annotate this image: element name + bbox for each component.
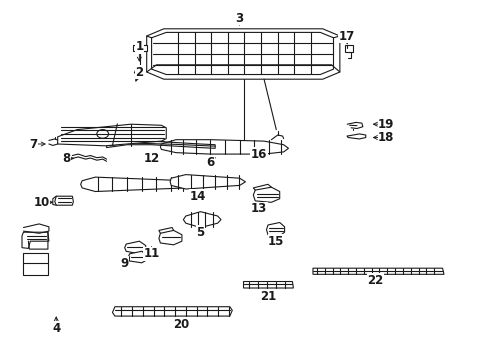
Polygon shape <box>146 29 339 79</box>
Text: 15: 15 <box>267 235 284 248</box>
Text: 8: 8 <box>62 152 70 165</box>
Polygon shape <box>128 251 146 263</box>
Text: 1: 1 <box>135 40 143 53</box>
Polygon shape <box>124 241 145 254</box>
Text: 18: 18 <box>377 131 394 144</box>
Text: 5: 5 <box>196 226 204 239</box>
Text: 13: 13 <box>250 202 267 215</box>
Polygon shape <box>159 230 182 245</box>
Text: 14: 14 <box>189 190 206 203</box>
Polygon shape <box>112 307 232 316</box>
Polygon shape <box>81 177 193 192</box>
Text: 12: 12 <box>143 152 160 165</box>
Text: 9: 9 <box>121 257 128 270</box>
Text: 22: 22 <box>366 274 383 287</box>
Polygon shape <box>22 232 49 248</box>
Text: 21: 21 <box>259 291 276 303</box>
Polygon shape <box>55 196 73 205</box>
Polygon shape <box>183 212 221 228</box>
Text: 3: 3 <box>235 12 243 24</box>
Text: 16: 16 <box>250 148 267 161</box>
Polygon shape <box>170 175 245 189</box>
Text: 10: 10 <box>33 196 50 209</box>
Text: 6: 6 <box>206 156 214 169</box>
Text: 2: 2 <box>135 66 143 78</box>
Polygon shape <box>243 282 293 288</box>
Text: 11: 11 <box>143 247 160 260</box>
Polygon shape <box>23 253 48 275</box>
Polygon shape <box>312 268 443 274</box>
Polygon shape <box>133 45 146 51</box>
Text: 17: 17 <box>338 30 355 42</box>
Text: 7: 7 <box>29 138 37 150</box>
Text: 19: 19 <box>377 118 394 131</box>
Text: 20: 20 <box>172 318 189 331</box>
Polygon shape <box>58 124 166 146</box>
Polygon shape <box>266 222 284 236</box>
Polygon shape <box>344 45 352 52</box>
Polygon shape <box>160 140 288 154</box>
Text: 4: 4 <box>52 322 60 335</box>
Polygon shape <box>253 187 279 202</box>
